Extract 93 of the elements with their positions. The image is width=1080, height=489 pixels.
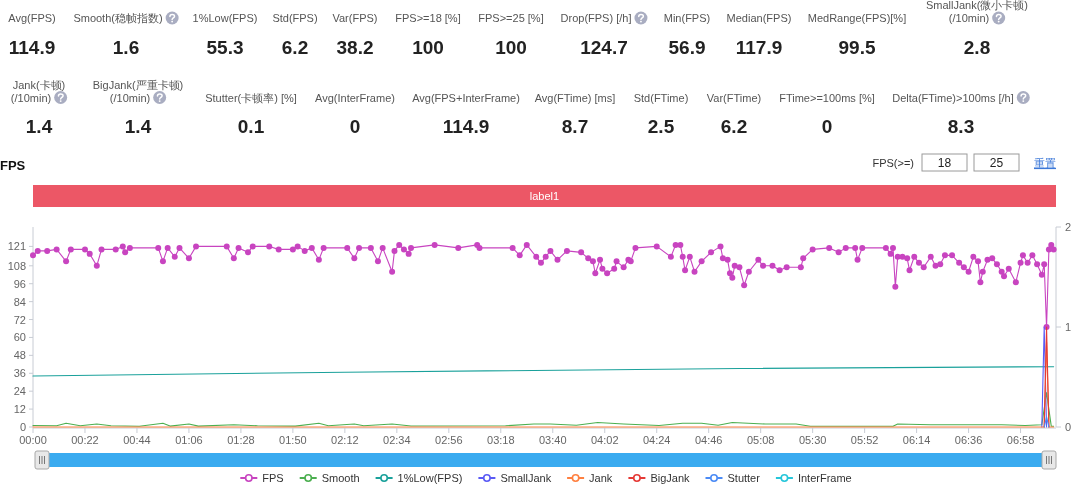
text: 2.5 [647,116,675,137]
x-tick-label: 01:06 [175,434,203,446]
text: FPS>=18 [%] [395,12,461,24]
x-tick-label: 01:50 [279,434,307,446]
y-tick-label: 72 [13,313,26,326]
x-tick-label: 03:18 [487,434,515,446]
y-tick-label: 48 [13,349,26,362]
text: 55.3 [206,36,244,58]
legend-label: SmallJank [500,472,552,484]
legend-label: 1%Low(FPS) [397,472,463,484]
y-tick-label: 24 [13,385,26,398]
text: 1.6 [112,36,140,58]
x-tick-label: 04:02 [590,434,619,446]
text: Jank(卡顿) (/10min) [10,78,66,104]
y-tick-label: 12 [13,403,26,416]
text: 0 [821,116,833,137]
text: 100 [495,36,527,58]
y-tick-label: 121 [7,240,26,253]
text: 6.2 [720,116,748,137]
x-tick-label: 06:14 [902,434,931,446]
text: FTime>=100ms [%] [779,91,875,104]
x-tick-label: 05:30 [798,434,827,446]
legend-label: Smooth [321,472,360,484]
y-tick-label: 108 [7,259,26,272]
text: MedRange(FPS)[%] [807,12,907,24]
text: 8.3 [947,116,975,137]
x-tick-label: 06:36 [954,434,983,446]
text: Min(FPS) [663,12,711,24]
y-tick-label: 36 [13,367,26,380]
x-tick-label: 04:46 [694,434,723,446]
text: 114.9 [8,36,56,58]
text: 56.9 [668,36,706,58]
text: Var(FTime) [706,91,762,104]
control-input: 18 [921,153,968,172]
y-tick-label: 0 [19,421,26,433]
text: 8.7 [561,116,589,137]
legend-label: BigJank [650,472,691,484]
text: Std(FPS) [272,12,318,24]
text: BigJank(严重卡顿) (/10min) [92,78,184,104]
text: SmallJank(微小卡顿) (/10min) [925,0,1029,24]
text: 重置 [1034,157,1056,169]
text: 2.8 [963,36,991,58]
text: 0.1 [237,116,265,137]
x-tick-label: 01:28 [227,434,255,446]
text: Var(FPS) [332,12,378,24]
y-tick-label: 84 [13,295,26,308]
x-tick-label: 02:34 [383,434,411,446]
text: 117.9 [735,36,783,58]
text: FPS>=25 [%] [478,12,544,24]
text: Avg(FTime) [ms] [534,91,616,104]
text: 1.4 [124,116,152,137]
text: Delta(FTime)>100ms [/h] [892,91,1014,104]
x-tick-label: 00:00 [19,434,47,446]
y2-tick-label: 2 [1065,221,1072,233]
text: Stutter(卡顿率) [%] [205,91,297,104]
x-tick-label: 02:56 [435,434,463,446]
text: Median(FPS) [726,12,792,24]
text: 124.7 [580,36,628,58]
text: 1%Low(FPS) [192,12,258,24]
x-tick-label: 02:12 [331,434,359,446]
text: Avg(FPS) [8,12,56,24]
y2-tick-label: 1 [1065,321,1072,333]
text: 38.2 [336,36,374,58]
y-tick-label: 60 [13,331,26,344]
text: 0 [349,116,361,137]
chart-title: FPS [0,158,26,173]
text: 100 [412,36,444,58]
x-tick-label: 06:58 [1006,434,1035,446]
y-tick-label: 96 [13,277,26,290]
x-tick-label: 05:08 [746,434,775,446]
x-tick-label: 03:40 [539,434,567,446]
x-tick-label: 05:52 [850,434,879,446]
text: Avg(FPS+InterFrame) [412,91,520,104]
x-tick-label: 00:22 [71,434,99,446]
text: Avg(InterFrame) [315,91,395,104]
text: 1.4 [25,116,53,137]
legend-label: Stutter [727,472,761,484]
text: 114.9 [442,116,490,137]
text: 6.2 [281,36,309,58]
text: FPS(>=) [872,157,914,169]
y2-tick-label: 0 [1065,421,1072,433]
text: 99.5 [838,36,876,58]
section-tag: label1 [33,185,1056,207]
text: Std(FTime) [633,91,689,104]
x-tick-label: 00:44 [123,434,151,446]
text: Drop(FPS) [/h] [560,12,632,24]
x-tick-label: 04:24 [642,434,671,446]
text: Smooth(稳帧指数) [73,12,163,24]
control-input: 25 [973,153,1020,172]
line-series [32,366,1055,377]
legend-label: Jank [589,472,613,484]
legend-label: InterFrame [797,472,852,484]
legend-label: FPS [262,472,284,484]
